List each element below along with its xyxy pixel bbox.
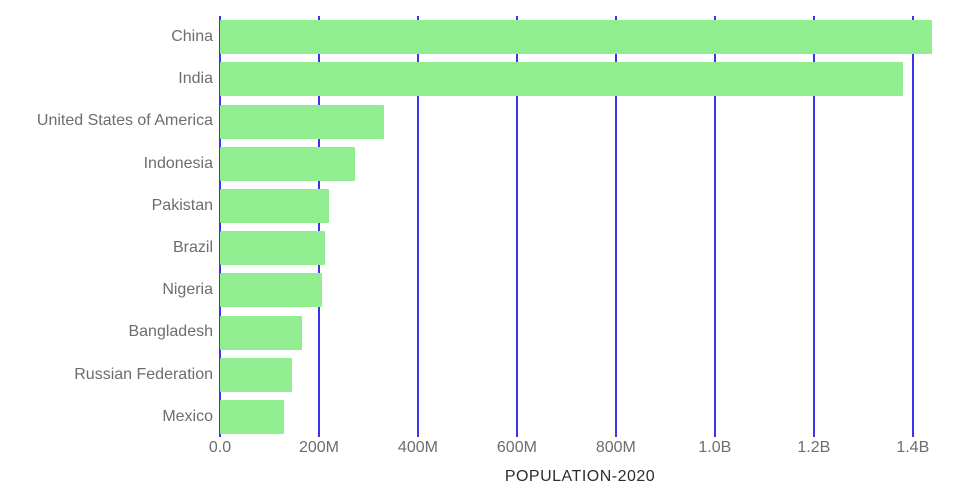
category-label: Bangladesh: [128, 323, 213, 341]
population-bar-mexico: [220, 399, 284, 434]
x-tick-label: 0.0: [208, 439, 232, 456]
category-label: Brazil: [172, 239, 213, 257]
category-label: Russian Federation: [74, 365, 213, 383]
population-bar-brazil: [220, 231, 326, 266]
category-label: Pakistan: [151, 196, 213, 214]
gridline-0.0: [219, 16, 221, 437]
x-tick-label: 1.2B: [797, 439, 831, 456]
gridline-1.0B: [714, 16, 716, 437]
x-tick-label: 800M: [595, 439, 636, 456]
category-label: Indonesia: [143, 154, 213, 172]
population-bar-china: [220, 20, 933, 55]
gridline-600M: [516, 16, 518, 437]
category-label: Nigeria: [162, 281, 213, 299]
x-tick-label: 600M: [496, 439, 537, 456]
population-bar-nigeria: [220, 273, 322, 308]
x-tick-label: 1.4B: [896, 439, 930, 456]
population-bar-bangladesh: [220, 315, 302, 350]
gridline-1.2B: [813, 16, 815, 437]
gridline-200M: [318, 16, 320, 437]
population-bar-india: [220, 62, 903, 97]
population-bar-united-states-of-america: [220, 104, 384, 139]
x-tick-label: 1.0B: [698, 439, 732, 456]
gridline-400M: [417, 16, 419, 437]
population-bar-pakistan: [220, 188, 330, 223]
x-tick-label: 400M: [397, 439, 438, 456]
x-tick-label: 200M: [298, 439, 339, 456]
category-label: Mexico: [162, 407, 213, 425]
gridline-1.4B: [912, 16, 914, 437]
x-axis-title: POPULATION-2020: [504, 468, 656, 485]
category-label: India: [178, 70, 213, 88]
category-label: United States of America: [36, 112, 213, 130]
gridline-800M: [615, 16, 617, 437]
category-label: China: [171, 28, 213, 46]
population-bar-indonesia: [220, 146, 356, 181]
population-bar-russian-federation: [220, 357, 293, 392]
